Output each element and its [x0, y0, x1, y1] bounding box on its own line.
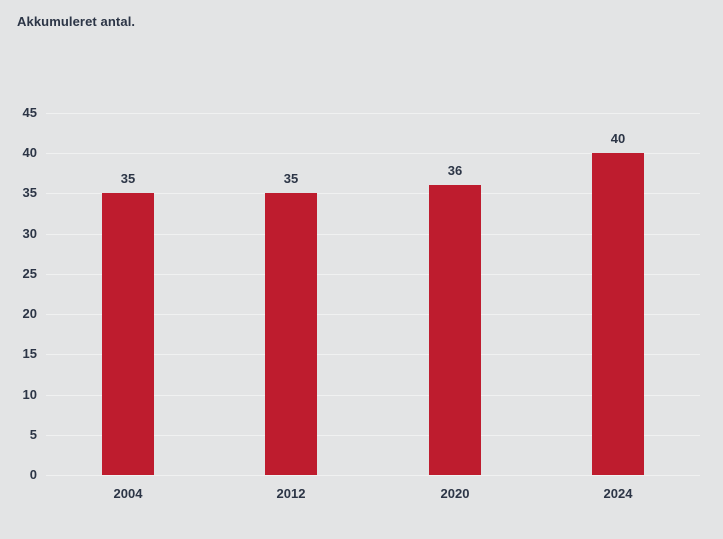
x-axis-tick-label: 2020 — [440, 486, 470, 501]
bar-value-label: 35 — [283, 171, 299, 186]
y-axis-tick-label: 30 — [22, 226, 37, 241]
bar-2012 — [265, 193, 317, 475]
gridline — [46, 234, 700, 235]
chart-title: Akkumuleret antal. — [17, 14, 136, 29]
gridline — [46, 475, 700, 476]
bar-2024 — [592, 153, 644, 475]
bar-2004 — [102, 193, 154, 475]
bar-2020 — [429, 185, 481, 475]
y-axis-tick-label: 5 — [29, 427, 37, 442]
x-axis-tick-label: 2024 — [603, 486, 633, 501]
y-axis-tick-label: 10 — [22, 387, 37, 402]
gridline — [46, 435, 700, 436]
gridline — [46, 193, 700, 194]
y-axis-tick-label: 20 — [22, 306, 37, 321]
gridline — [46, 113, 700, 114]
bar-value-label: 36 — [447, 163, 463, 178]
gridline — [46, 395, 700, 396]
gridline — [46, 274, 700, 275]
y-axis-tick-label: 0 — [29, 467, 37, 482]
x-axis-tick-label: 2004 — [113, 486, 143, 501]
gridline — [46, 314, 700, 315]
gridline — [46, 153, 700, 154]
y-axis-tick-label: 40 — [22, 145, 37, 160]
gridline — [46, 354, 700, 355]
y-axis-tick-label: 25 — [22, 266, 37, 281]
bar-value-label: 35 — [120, 171, 136, 186]
y-axis-tick-label: 45 — [22, 105, 37, 120]
y-axis-tick-label: 15 — [22, 346, 37, 361]
x-axis-tick-label: 2012 — [276, 486, 306, 501]
bar-value-label: 40 — [610, 131, 626, 146]
y-axis-tick-label: 35 — [22, 185, 37, 200]
